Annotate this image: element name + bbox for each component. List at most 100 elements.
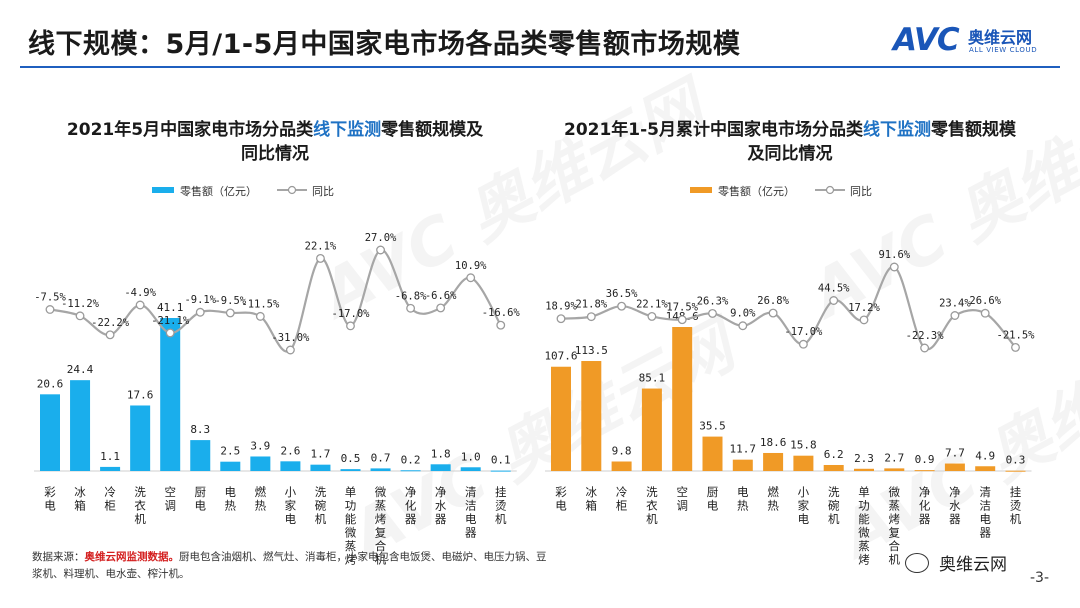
x-tick-label: 小家电 — [798, 485, 810, 526]
bar-ytd — [975, 466, 996, 471]
bar-ytd — [763, 452, 784, 471]
bar-may — [400, 470, 421, 472]
bar-may — [40, 394, 60, 471]
bar-ytd — [672, 327, 693, 471]
bar-value-label: 4.9 — [975, 449, 995, 462]
x-tick-label: 净水器 — [949, 485, 961, 526]
bar-value-label: 85.1 — [639, 372, 666, 385]
bar-value-label: 0.3 — [1006, 454, 1026, 467]
wechat-account: 奥维云网 — [905, 550, 1007, 575]
x-tick-label: 净化器 — [405, 485, 417, 526]
yoy-point — [45, 305, 55, 314]
yoy-value-label: 17.5% — [666, 302, 698, 314]
yoy-value-label: 23.4% — [939, 298, 971, 310]
yoy-value-label: -11.5% — [241, 298, 280, 310]
bar-value-label: 18.6 — [760, 436, 787, 449]
yoy-point — [376, 245, 385, 255]
x-tick-label: 挂烫机 — [495, 485, 507, 526]
yoy-point — [617, 301, 627, 311]
bar-may — [100, 466, 121, 471]
yoy-value-label: 10.9% — [455, 260, 487, 272]
yoy-value-label: 17.2% — [848, 302, 880, 314]
yoy-value-label: 9.0% — [730, 308, 756, 320]
bar-value-label: 11.7 — [730, 443, 757, 456]
x-tick-label: 厨电 — [707, 485, 719, 513]
bar-ytd — [914, 470, 935, 472]
bar-ytd — [1005, 470, 1026, 472]
yoy-point — [135, 300, 145, 310]
bar-value-label: 6.2 — [824, 448, 844, 461]
chart-title-ytd-part1: 2021年1-5月累计中国家电市场分品类 — [563, 120, 864, 140]
logo-cn-text: 奥维云网 — [968, 28, 1033, 47]
x-tick-label: 彩电 — [555, 485, 567, 513]
yoy-value-label: 26.6% — [969, 295, 1001, 307]
yoy-point — [285, 345, 295, 355]
x-tick-label: 洗衣机 — [646, 485, 658, 526]
bar-ytd — [581, 361, 602, 471]
bar-may — [310, 464, 331, 471]
chart-title-may-part3: 零售额规模及同比情况 — [241, 120, 484, 164]
footnote: 数据来源：奥维云网监测数据。厨电包含油烟机、燃气灶、消毒柜，小家电包含电饭煲、电… — [32, 549, 552, 583]
chart-title-ytd-part3: 零售额规模及同比情况 — [747, 120, 1017, 164]
yoy-point — [556, 314, 566, 324]
x-tick-label: 微蒸烤复合机 — [375, 485, 387, 567]
bar-ytd — [641, 388, 662, 471]
bar-ytd — [611, 461, 632, 471]
bar-may — [430, 464, 451, 471]
footnote-prefix: 数据来源： — [32, 551, 85, 563]
bar-value-label: 2.7 — [884, 451, 904, 464]
legend-marker-yoy — [287, 185, 297, 195]
yoy-point — [829, 296, 839, 305]
yoy-point — [346, 321, 355, 331]
bar-value-label: 1.8 — [431, 447, 451, 460]
yoy-point — [889, 262, 899, 272]
bar-value-label: 1.7 — [311, 448, 331, 461]
x-tick-label: 清洁电器 — [465, 485, 477, 540]
yoy-value-label: 18.9% — [545, 301, 577, 313]
x-tick-label: 空调 — [164, 485, 176, 513]
bar-ytd — [732, 459, 753, 471]
x-tick-label: 电热 — [737, 485, 749, 513]
x-tick-label: 彩电 — [44, 485, 56, 513]
yoy-value-label: -16.6% — [482, 307, 521, 319]
legend-ytd: 零售额（亿元） 同比 — [690, 184, 872, 198]
page-number: -3- — [1030, 570, 1050, 586]
bar-may — [70, 380, 91, 471]
yoy-point — [677, 315, 687, 325]
x-tick-label: 电热 — [225, 485, 237, 513]
yoy-value-label: 44.5% — [818, 282, 850, 294]
yoy-point — [436, 303, 446, 313]
yoy-point — [980, 308, 990, 318]
bar-may — [340, 469, 361, 471]
header-divider — [20, 66, 1060, 68]
chart-title-ytd: 2021年1-5月累计中国家电市场分品类线下监测零售额规模及同比情况 — [560, 118, 1020, 166]
yoy-value-label: -31.0% — [271, 332, 310, 344]
x-tick-label: 净化器 — [919, 485, 931, 526]
bar-value-label: 0.2 — [401, 453, 421, 466]
bar-ytd — [702, 436, 723, 471]
bar-may — [130, 405, 151, 471]
yoy-value-label: -21.1% — [151, 315, 190, 327]
bar-value-label: 0.1 — [491, 454, 511, 467]
bar-value-label: 8.3 — [190, 423, 210, 436]
logo-mark: AVC — [893, 22, 960, 58]
yoy-point — [920, 343, 930, 353]
yoy-point — [225, 308, 235, 318]
yoy-value-label: -4.9% — [124, 287, 156, 299]
yoy-point — [75, 311, 85, 321]
yoy-point — [586, 312, 596, 322]
yoy-value-label: 36.5% — [606, 288, 638, 300]
yoy-value-label: -17.0% — [332, 308, 371, 320]
page-title: 线下规模：5月/1-5月中国家电市场各品类零售额市场规模 — [28, 29, 741, 60]
yoy-point — [708, 308, 717, 318]
yoy-value-label: -21.5% — [997, 329, 1036, 341]
x-tick-label: 清洁电器 — [979, 485, 991, 540]
x-tick-label: 洗碗机 — [315, 485, 327, 526]
x-tick-label: 微蒸烤复合机 — [889, 485, 901, 567]
yoy-value-label: -9.1% — [184, 294, 216, 306]
bar-may — [220, 461, 241, 471]
bar-value-label: 2.3 — [854, 452, 874, 465]
bar-may — [160, 318, 181, 471]
bar-value-label: 15.8 — [790, 439, 817, 452]
